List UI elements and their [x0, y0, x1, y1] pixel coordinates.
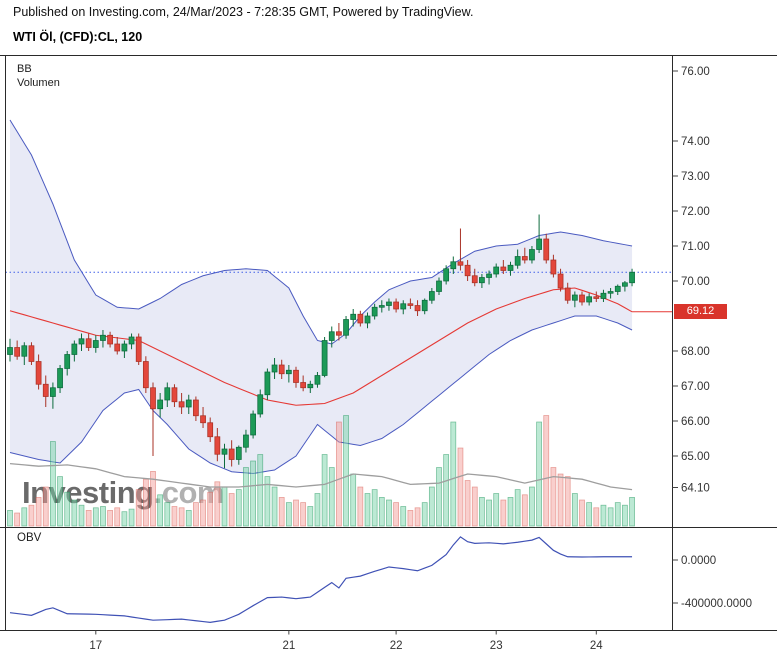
price-axis-label: 72.00 [681, 206, 710, 218]
price-axis-label: 70.00 [681, 276, 710, 288]
time-axis-label: 17 [89, 640, 102, 652]
obv-line [9, 536, 633, 623]
published-line: Published on Investing.com, 24/Mar/2023 … [13, 5, 474, 19]
price-axis-label: 66.00 [681, 416, 710, 428]
obv-axis-label: -400000.0000 [681, 598, 752, 610]
price-axis-label: 71.00 [681, 241, 710, 253]
obv-axis-label: 0.0000 [681, 555, 716, 567]
volume-ma-line [9, 462, 633, 491]
symbol-title: WTI Öl, (CFD):CL, 120 [13, 30, 143, 44]
time-axis-label: 23 [490, 640, 503, 652]
price-axis-label: 74.00 [681, 136, 710, 148]
volume-bars [7, 415, 635, 527]
indicator-legend: BB Volumen [17, 62, 60, 90]
bollinger-band [9, 119, 633, 475]
candles [7, 214, 635, 469]
price-axis-label: 76.00 [681, 66, 710, 78]
price-axis-label: 65.00 [681, 451, 710, 463]
price-axis: 76.00 74.00 73.00 72.00 71.00 70.00 68.00 67.00… [672, 66, 710, 495]
legend-bb-label: BB [17, 63, 32, 75]
bb-middle-line [9, 287, 633, 406]
obv-panel-label: OBV [17, 532, 42, 544]
time-axis-label: 21 [282, 640, 295, 652]
price-axis-label: 68.00 [681, 346, 710, 358]
last-value-badge: 69.12 [674, 304, 727, 319]
time-axis-label: 24 [590, 640, 603, 652]
price-axis-label: 64.10 [681, 483, 710, 495]
price-axis-label: 73.00 [681, 171, 710, 183]
legend-volume-label: Volumen [17, 77, 60, 89]
price-axis-label: 67.00 [681, 381, 710, 393]
obv-axis: 0.0000 -400000.0000 [672, 555, 752, 610]
pane-borders [0, 55, 777, 631]
time-axis-label: 22 [390, 640, 403, 652]
time-axis: 17 21 22 23 24 [89, 630, 603, 652]
